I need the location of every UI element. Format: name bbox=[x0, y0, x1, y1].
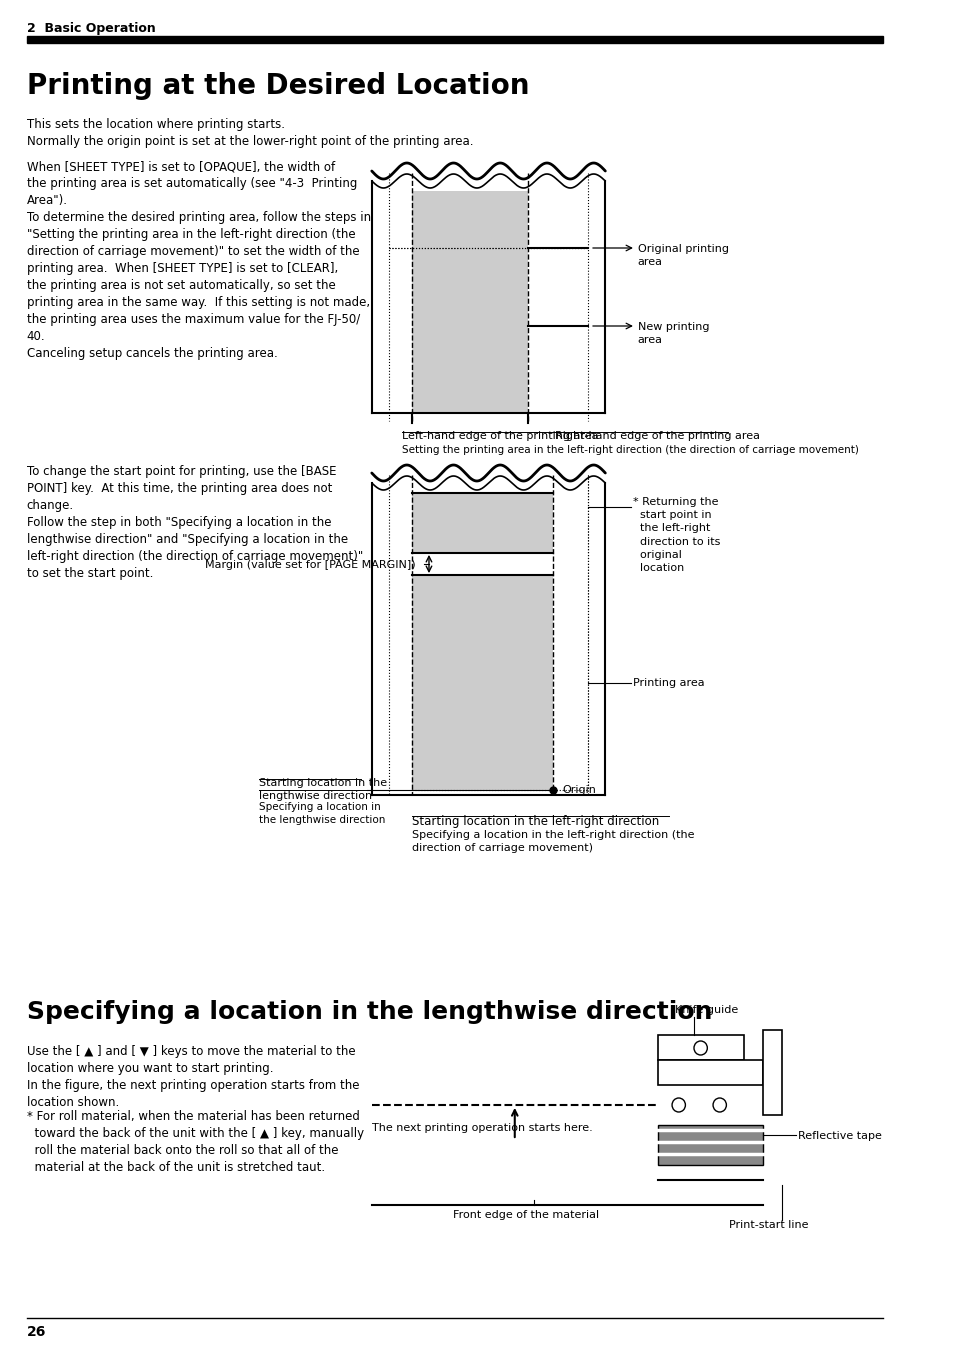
Text: When [SHEET TYPE] is set to [OPAQUE], the width of
the printing area is set auto: When [SHEET TYPE] is set to [OPAQUE], th… bbox=[27, 159, 371, 359]
Text: This sets the location where printing starts.
Normally the origin point is set a: This sets the location where printing st… bbox=[27, 118, 473, 149]
Bar bbox=[27, 36, 882, 43]
Text: The next printing operation starts here.: The next printing operation starts here. bbox=[372, 1123, 592, 1133]
Text: Specifying a location in the left-right direction (the
direction of carriage mov: Specifying a location in the left-right … bbox=[412, 830, 694, 854]
Text: * For roll material, when the material has been returned
  toward the back of th: * For roll material, when the material h… bbox=[27, 1111, 363, 1174]
Text: Use the [ ▲ ] and [ ▼ ] keys to move the material to the
location where you want: Use the [ ▲ ] and [ ▼ ] keys to move the… bbox=[27, 1046, 359, 1109]
Text: Specifying a location in the lengthwise direction: Specifying a location in the lengthwise … bbox=[27, 1000, 712, 1024]
Text: Knife guide: Knife guide bbox=[674, 1005, 738, 1015]
Circle shape bbox=[712, 1098, 725, 1112]
Text: Starting location in the left-right direction: Starting location in the left-right dire… bbox=[412, 815, 659, 828]
Text: Origin: Origin bbox=[562, 785, 596, 794]
Text: Left-hand edge of the printing area: Left-hand edge of the printing area bbox=[402, 431, 598, 440]
Text: * Returning the
  start point in
  the left-right
  direction to its
  original
: * Returning the start point in the left-… bbox=[632, 497, 720, 573]
Bar bbox=[412, 190, 528, 413]
Text: Original printing
area: Original printing area bbox=[637, 245, 728, 267]
Text: Printing at the Desired Location: Printing at the Desired Location bbox=[27, 72, 529, 100]
Bar bbox=[657, 1035, 742, 1061]
Bar bbox=[412, 576, 553, 790]
Text: 2  Basic Operation: 2 Basic Operation bbox=[27, 22, 155, 35]
Text: Front edge of the material: Front edge of the material bbox=[453, 1210, 598, 1220]
Text: 26: 26 bbox=[27, 1325, 46, 1339]
Text: Specifying a location in
the lengthwise direction: Specifying a location in the lengthwise … bbox=[259, 802, 385, 825]
Bar bbox=[657, 1125, 761, 1165]
Bar bbox=[412, 493, 553, 553]
Text: Right-hand edge of the printing area: Right-hand edge of the printing area bbox=[555, 431, 759, 440]
Bar bbox=[761, 1029, 781, 1115]
Text: Setting the printing area in the left-right direction (the direction of carriage: Setting the printing area in the left-ri… bbox=[402, 444, 859, 455]
Text: To change the start point for printing, use the [BASE
POINT] key.  At this time,: To change the start point for printing, … bbox=[27, 465, 362, 580]
Circle shape bbox=[671, 1098, 684, 1112]
Bar bbox=[657, 1061, 761, 1085]
Text: New printing
area: New printing area bbox=[637, 322, 708, 346]
Text: Print-start line: Print-start line bbox=[728, 1220, 808, 1229]
Text: Margin (value set for [PAGE MARGIN]): Margin (value set for [PAGE MARGIN]) bbox=[205, 561, 416, 570]
Text: Reflective tape: Reflective tape bbox=[797, 1131, 881, 1142]
Text: Starting location in the
lengthwise direction: Starting location in the lengthwise dire… bbox=[259, 778, 387, 801]
Circle shape bbox=[693, 1042, 706, 1055]
Text: Printing area: Printing area bbox=[632, 678, 704, 689]
